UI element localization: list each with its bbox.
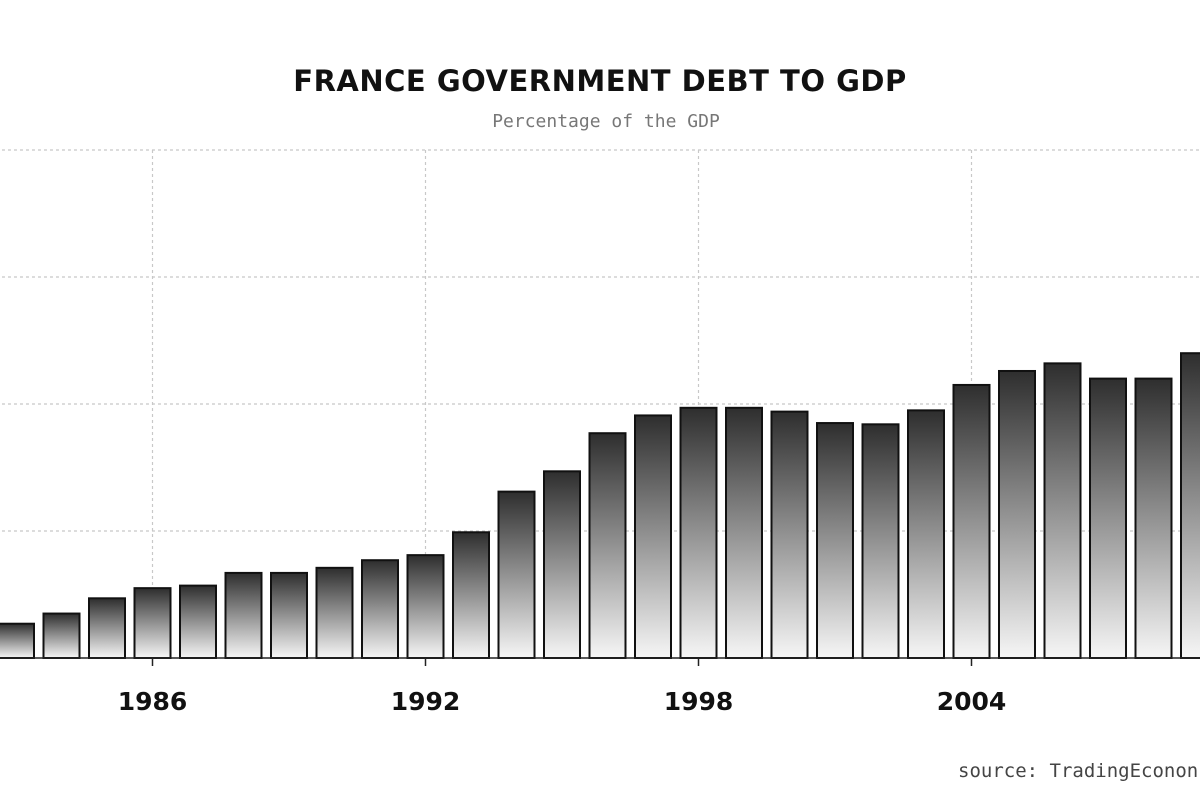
bar-2006 bbox=[1043, 362, 1082, 659]
source-note: source: TradingEconon bbox=[958, 760, 1199, 782]
x-axis: 1986 1992 1998 2004 bbox=[0, 657, 1200, 716]
bar-1995 bbox=[543, 470, 581, 659]
bar-2002 bbox=[861, 423, 900, 659]
bar-2001 bbox=[816, 422, 854, 659]
bar-1987 bbox=[179, 584, 217, 659]
bar-1996 bbox=[588, 432, 627, 659]
bar-1984 bbox=[42, 612, 81, 659]
bar-1998 bbox=[679, 406, 718, 659]
bar-1993 bbox=[452, 531, 490, 660]
bar-1983 bbox=[0, 622, 35, 660]
bar-1985 bbox=[88, 597, 126, 659]
x-tick-label-1986: 1986 bbox=[118, 687, 188, 716]
bar-2008 bbox=[1134, 377, 1173, 659]
bar-2003 bbox=[907, 409, 945, 659]
bar-1999 bbox=[725, 406, 763, 659]
bar-1986 bbox=[133, 587, 172, 660]
bars bbox=[0, 352, 1200, 660]
bar-2000 bbox=[770, 410, 809, 659]
bar-1989 bbox=[270, 571, 308, 659]
bar-1988 bbox=[224, 571, 263, 659]
x-tick-label-2004: 2004 bbox=[937, 687, 1007, 716]
bar-1990 bbox=[315, 566, 354, 660]
bar-1992 bbox=[406, 554, 445, 660]
x-tick-label-1998: 1998 bbox=[664, 687, 734, 716]
x-tick-label-1992: 1992 bbox=[391, 687, 461, 716]
chart-subtitle: Percentage of the GDP bbox=[492, 111, 720, 132]
bar-2004 bbox=[952, 383, 991, 659]
bar-1997 bbox=[634, 414, 672, 659]
bar-2005 bbox=[998, 369, 1036, 659]
bar-2009 bbox=[1180, 352, 1200, 659]
chart-title: FRANCE GOVERNMENT DEBT TO GDP bbox=[293, 64, 907, 98]
bar-2007 bbox=[1089, 377, 1127, 659]
bar-1994 bbox=[497, 490, 536, 659]
bar-1991 bbox=[361, 559, 399, 660]
